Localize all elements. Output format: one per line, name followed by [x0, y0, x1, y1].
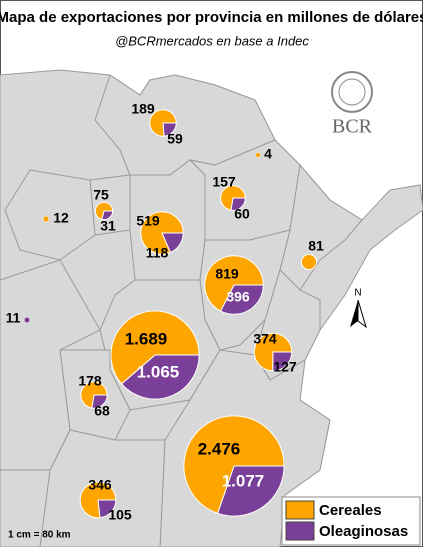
value-label: 346: [88, 477, 112, 493]
pie-slice: [94, 201, 114, 220]
value-label: 157: [212, 174, 236, 190]
pie-slice: [220, 185, 246, 211]
province-pie: 374 127: [253, 331, 297, 375]
province-pie: 157 60: [212, 174, 250, 222]
value-label: 31: [100, 218, 116, 234]
value-label: 1.065: [137, 362, 180, 381]
value-label: 68: [94, 403, 110, 419]
value-label: 4: [264, 146, 272, 162]
pie-slice: [80, 381, 108, 409]
value-label: 60: [234, 206, 250, 222]
province-pie: 11: [6, 310, 31, 326]
legend-label: Oleaginosas: [319, 523, 408, 540]
value-label: 519: [136, 213, 160, 229]
pie-slice: [149, 109, 177, 137]
value-label: 396: [226, 289, 250, 305]
value-label: 189: [131, 101, 155, 117]
province-pie: 1.689 1.065: [110, 310, 200, 400]
value-label: 11: [6, 310, 21, 326]
title: Mapa de exportaciones por provincia en m…: [0, 9, 423, 26]
value-label: 1.689: [125, 329, 168, 348]
logo: BCR: [331, 71, 373, 138]
pie-slice: [42, 215, 50, 223]
legend-swatch: [285, 500, 315, 520]
value-label: 178: [78, 373, 102, 389]
value-label: 374: [253, 331, 277, 347]
pie-slice: [120, 354, 200, 400]
pie-slice: [272, 351, 293, 372]
legend: Cereales Oleaginosas: [281, 496, 421, 546]
logo-text: BCR: [332, 116, 373, 138]
province-pie: 81: [300, 238, 324, 271]
scale-text: 1 cm = 80 km: [8, 530, 71, 541]
subtitle: @BCRmercados en base a Indec: [115, 33, 309, 48]
value-label: 75: [93, 187, 109, 203]
value-label: 1.077: [222, 471, 265, 490]
pie-slice: [204, 255, 264, 312]
north-arrow-left: [350, 300, 358, 327]
pie-slice: [255, 152, 261, 158]
logo-seal-inner: [338, 78, 366, 106]
value-label: 12: [53, 210, 69, 226]
province-pie: 12: [42, 210, 69, 226]
province-pie: 189 59: [131, 101, 183, 147]
pie-slice: [253, 332, 293, 372]
province-pie: 346 105: [79, 477, 132, 523]
north-label: N: [354, 288, 361, 299]
legend-swatch: [285, 521, 315, 541]
pie-slice: [183, 415, 285, 514]
value-label: 59: [167, 131, 183, 147]
pie-slice: [79, 481, 117, 519]
value-label: 2.476: [198, 439, 241, 458]
province-pie: 4: [255, 146, 272, 162]
value-label: 127: [273, 359, 297, 375]
legend-label: Cereales: [319, 502, 382, 519]
province-pie: 519 118: [136, 211, 184, 261]
pie-slice: [219, 284, 264, 315]
north-arrow: N: [350, 288, 367, 329]
pie-slice: [300, 253, 318, 271]
pie-slice: [216, 465, 285, 517]
pie-slice: [140, 211, 184, 255]
province-pie: 178 68: [78, 373, 110, 419]
value-label: 81: [308, 238, 324, 254]
value-label: 105: [108, 507, 132, 523]
province-pie: 75 31: [93, 187, 116, 234]
value-label: 118: [146, 245, 169, 261]
pie-slice: [110, 310, 200, 385]
logo-seal: [331, 71, 373, 113]
province-pie: 2.476 1.077: [183, 415, 285, 517]
value-label: 819: [215, 266, 239, 282]
pie-slice: [23, 316, 31, 324]
north-arrow-right: [357, 299, 367, 329]
